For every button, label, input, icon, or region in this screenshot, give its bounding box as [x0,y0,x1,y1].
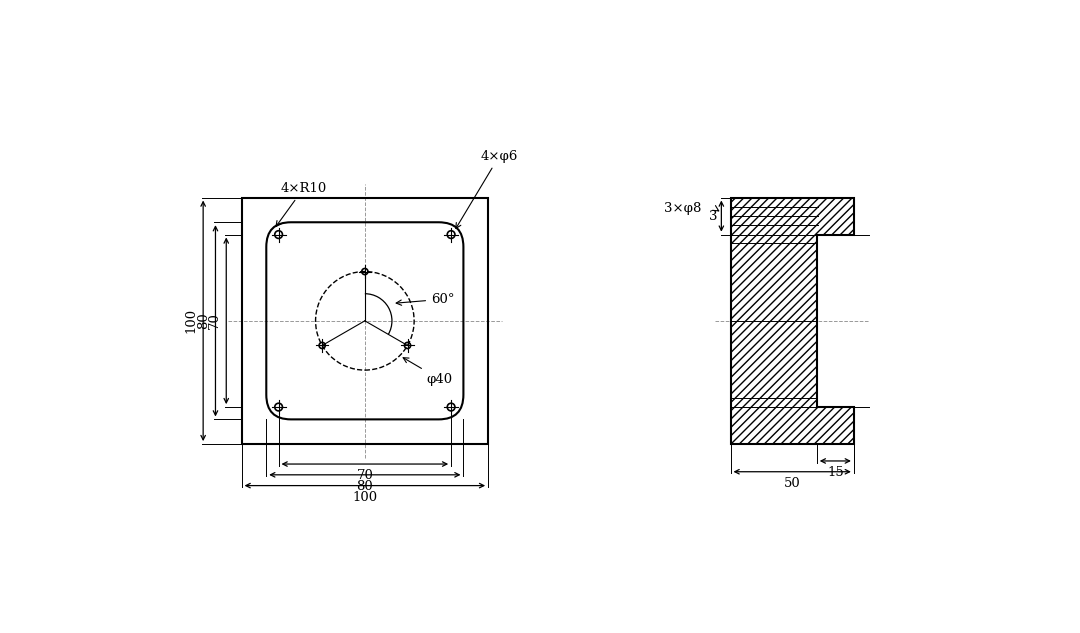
Text: 80: 80 [356,480,374,493]
Text: 60°: 60° [396,292,455,306]
Text: 4×φ6: 4×φ6 [456,150,517,229]
Text: 15: 15 [827,467,843,479]
Polygon shape [730,197,854,444]
Text: 4×R10: 4×R10 [276,182,326,227]
Text: 70: 70 [207,312,220,329]
Text: 100: 100 [352,491,377,504]
Text: 70: 70 [356,470,374,482]
Text: 100: 100 [185,308,198,334]
Text: 3×φ8: 3×φ8 [664,202,701,215]
Text: 50: 50 [784,477,800,490]
Text: 80: 80 [197,313,211,329]
Text: φ40: φ40 [403,358,453,385]
Text: 3: 3 [708,210,717,223]
